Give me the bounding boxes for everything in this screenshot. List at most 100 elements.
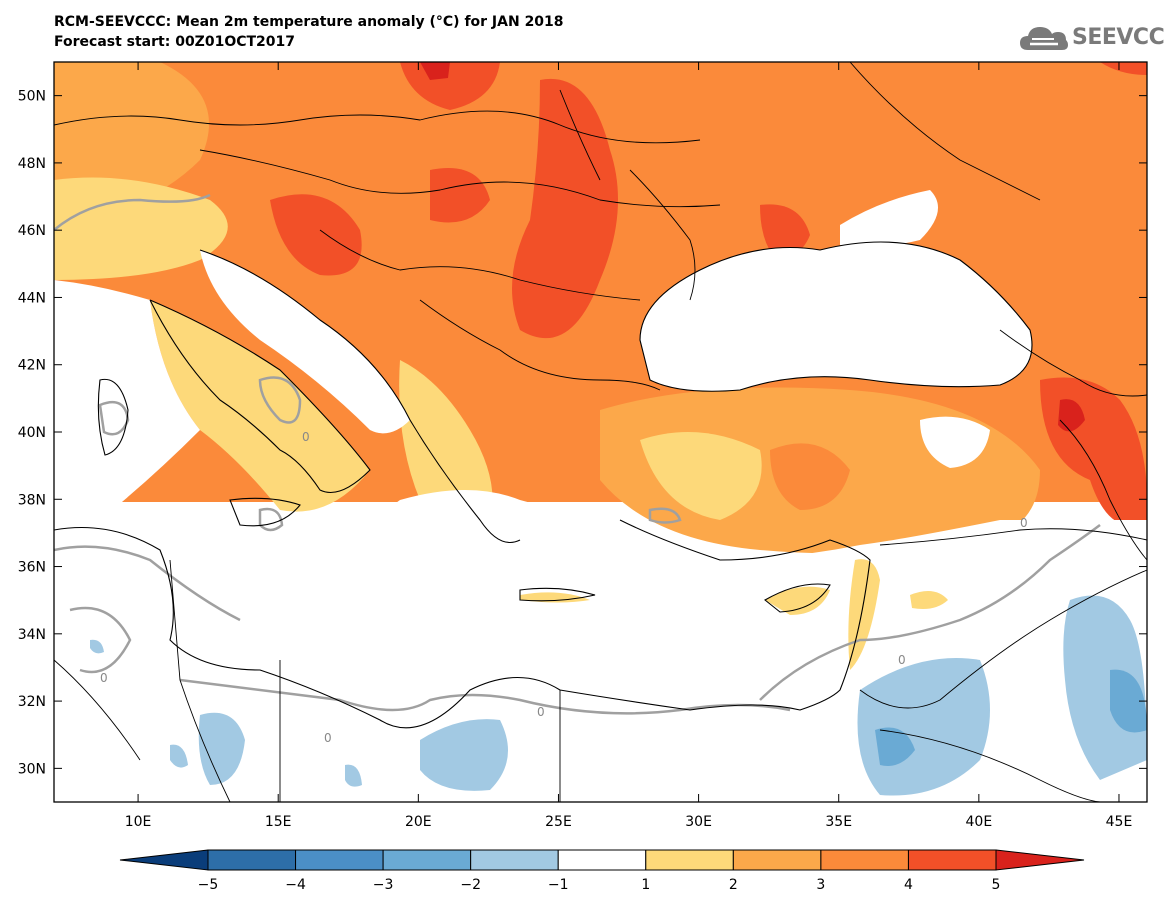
black-sea: [640, 242, 1032, 392]
colorbar-swatch: [470, 849, 559, 871]
border-line: [629, 169, 696, 301]
x-tick-label: 45E: [1106, 814, 1133, 830]
zero-contour-line: [179, 678, 791, 715]
coastline-crete: [519, 587, 596, 602]
border-line: [849, 62, 1041, 201]
border-line: [419, 299, 661, 391]
coastline-sicily: [229, 497, 301, 527]
y-axis: 30N 32N 34N 36N 38N 40N 42N 44N 46N 48N 50N: [18, 89, 1147, 777]
zero-contour-line: [258, 507, 284, 532]
anomaly-crete: [520, 592, 590, 603]
zero-contours: [54, 193, 1101, 715]
border-line: [559, 89, 601, 181]
zero-contour-line: [54, 545, 241, 622]
coastlines: [54, 241, 1033, 729]
x-tick-label: 10E: [125, 814, 152, 830]
colorbar-swatch: [207, 849, 297, 871]
anomaly-anatolia-neutral: [920, 416, 990, 468]
zero-contour-line: [258, 376, 302, 424]
sea-of-azov: [840, 190, 938, 247]
colorbar-swatch: [295, 849, 384, 871]
anomaly-core-croatia: [270, 194, 362, 276]
contour-label: 0: [100, 671, 108, 685]
anomaly-neg-small-2: [90, 639, 104, 654]
x-tick-label: 20E: [405, 814, 432, 830]
border-line: [319, 229, 641, 301]
y-tick-label: 50N: [18, 89, 46, 105]
anomaly-alps-fill: [54, 177, 228, 280]
colorbar-label: 2: [729, 877, 738, 893]
colorbar-swatch: [382, 849, 472, 871]
anomaly-cyprus: [765, 586, 830, 615]
contour-label: 0: [302, 430, 310, 444]
anomaly-italy-fill: [150, 300, 370, 512]
colorbar-label: −5: [198, 877, 219, 893]
anomaly-neg-arabia-core: [1110, 669, 1147, 733]
seevccc-logo: SEEVCCC: [1018, 22, 1165, 54]
border-line: [879, 729, 1101, 802]
anomaly-neg-small-3: [345, 764, 362, 787]
anomaly-core-poland-max: [420, 62, 450, 80]
x-tick-label: 35E: [825, 814, 852, 830]
y-tick-label: 36N: [18, 560, 46, 576]
border-line: [1059, 419, 1147, 561]
contour-label: 0: [898, 653, 906, 667]
y-tick-label: 34N: [18, 627, 46, 643]
x-tick-label: 30E: [685, 814, 712, 830]
anomaly-neg-tunisia: [198, 712, 245, 785]
colorbar-label: −1: [548, 877, 569, 893]
forecast-start-label: Forecast start: 00Z01OCT2017: [54, 34, 296, 50]
border-line: [54, 110, 701, 144]
zero-contour-line: [54, 193, 211, 231]
border-line: [879, 528, 1147, 546]
zero-contour-line: [648, 507, 682, 524]
logo-text: SEEVCCC: [1072, 25, 1165, 50]
colorbar-label: 1: [641, 877, 650, 893]
zero-contour-line: [98, 400, 130, 436]
anomaly-neg-libya: [420, 719, 508, 791]
colorbar-label: −4: [285, 877, 306, 893]
colorbar-label: 3: [816, 877, 825, 893]
coastline-black-sea: [639, 241, 1033, 392]
y-tick-label: 40N: [18, 425, 46, 441]
colorbar-label: −3: [373, 877, 394, 893]
x-tick-label: 40E: [966, 814, 993, 830]
zero-contour-labels: 0 0 0 0 0 0: [100, 430, 1028, 745]
coastline-cyprus: [764, 583, 831, 613]
y-tick-label: 44N: [18, 290, 46, 306]
anomaly-core-hungary: [430, 168, 490, 223]
coastline-italy: [149, 299, 371, 494]
x-axis: 10E 15E 20E 25E 30E 35E 40E 45E: [125, 62, 1133, 830]
colorbar-swatch: [732, 849, 822, 871]
contour-label: 0: [537, 705, 545, 719]
anomaly-core-crimea: [760, 204, 810, 259]
colorbar-swatch: [820, 849, 909, 871]
anomaly-anatolia-core: [770, 443, 850, 510]
anomaly-core-ne: [1100, 62, 1147, 75]
x-tick-label: 25E: [545, 814, 572, 830]
y-tick-label: 42N: [18, 358, 46, 374]
contour-label: 0: [324, 731, 332, 745]
anomaly-core-romania: [512, 78, 618, 339]
x-tick-label: 15E: [265, 814, 292, 830]
colorbar-swatch: [557, 849, 647, 871]
colorbar-swatch: [907, 849, 997, 871]
cloud-icon: [1020, 27, 1068, 50]
colorbar-label: 4: [904, 877, 913, 893]
colorbar-arrow-low: [119, 849, 209, 871]
anomaly-field: 0 0 0 0 0 0: [54, 62, 1147, 802]
y-tick-label: 32N: [18, 694, 46, 710]
map-title: RCM-SEEVCCC: Mean 2m temperature anomaly…: [54, 14, 564, 30]
coastline-south: [54, 519, 871, 729]
colorbar: −5 −4 −3 −2 −1 1 2 3 4 5: [119, 849, 1085, 893]
anomaly-neg-small-1: [170, 744, 188, 768]
colorbar-label: −2: [460, 877, 481, 893]
zero-contour-line: [69, 606, 132, 674]
border-line: [169, 559, 231, 802]
colorbar-swatch: [645, 849, 734, 871]
anomaly-anatolia-west: [640, 432, 762, 520]
anomaly-core-poland: [400, 62, 500, 110]
anomaly-core-caucasus-max: [1058, 399, 1085, 432]
zero-contour-line: [759, 523, 1101, 701]
coastline-balkans: [199, 249, 521, 544]
